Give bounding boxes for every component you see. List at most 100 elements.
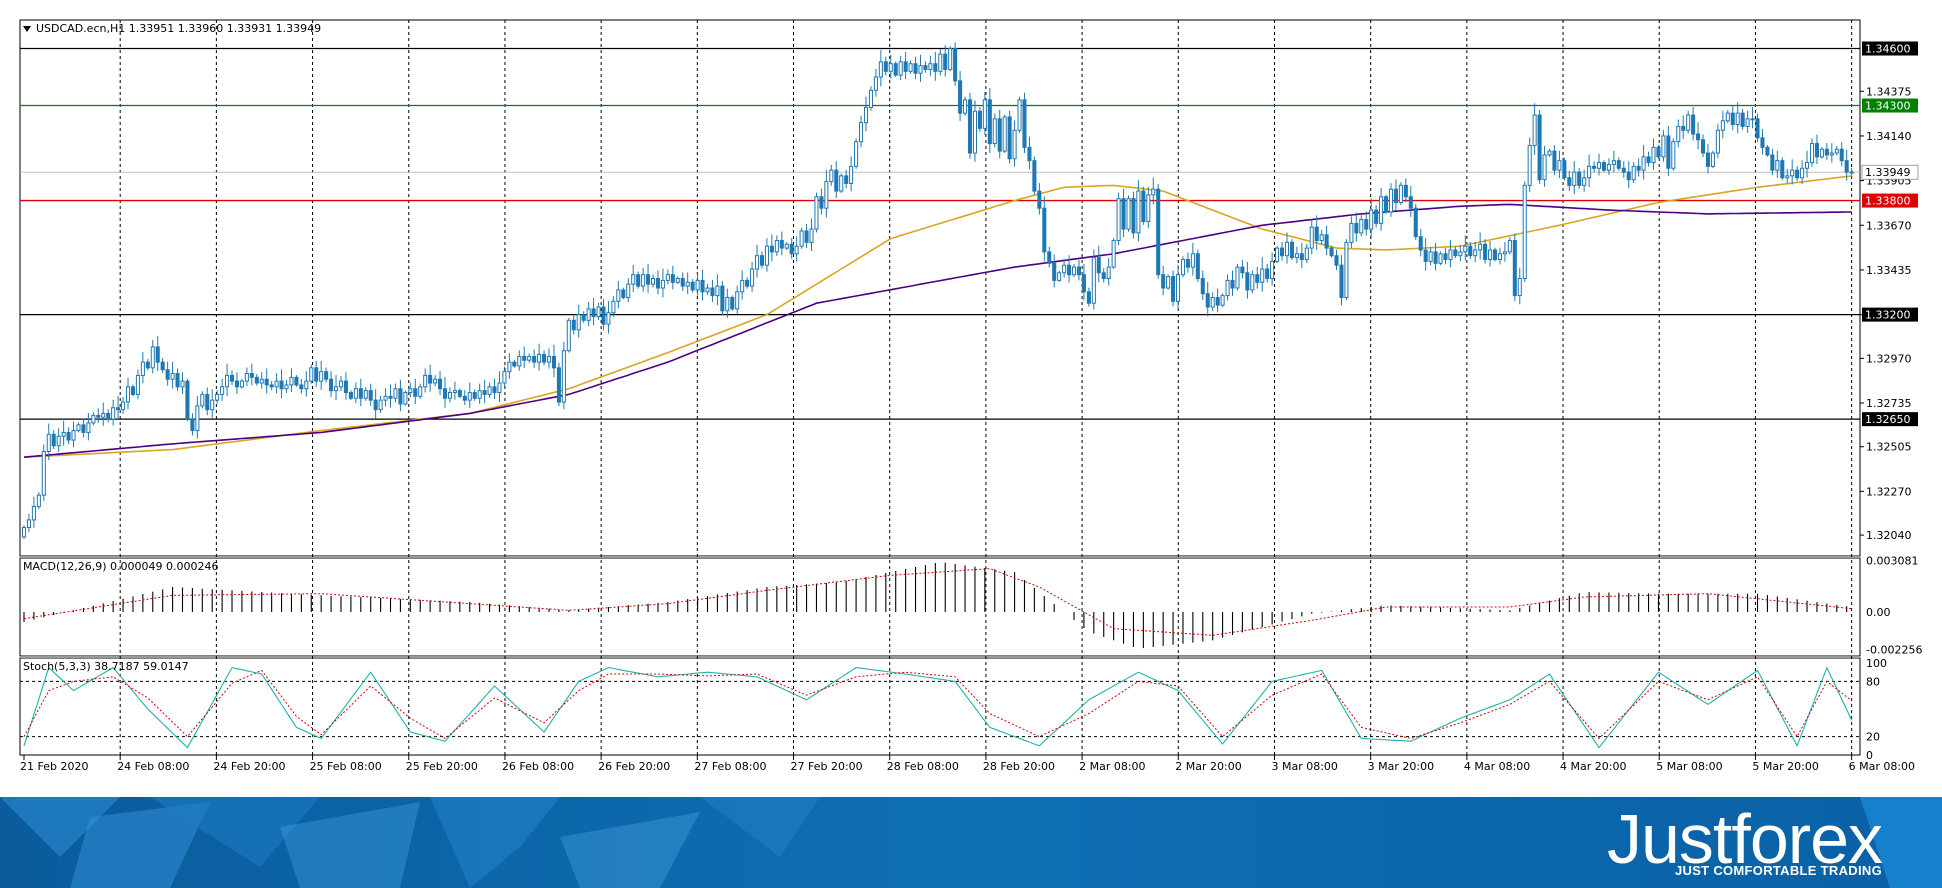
candle-bear: [730, 297, 735, 310]
candle-bull: [1587, 165, 1592, 179]
candle-bull: [898, 61, 903, 76]
candle-bear: [1562, 160, 1567, 179]
candle-bull: [1210, 297, 1215, 308]
candle-bear: [542, 354, 547, 363]
candle-bull: [26, 519, 31, 528]
candle-bear: [185, 380, 190, 420]
candle-bear: [769, 245, 774, 253]
candle-bear: [1185, 258, 1190, 268]
candle-bear: [106, 412, 111, 420]
candle-bear: [933, 63, 938, 72]
candle-bull: [1057, 272, 1062, 281]
candle-bear: [1086, 291, 1091, 304]
x-tick-label: 25 Feb 08:00: [310, 760, 382, 773]
x-tick-label: 24 Feb 20:00: [213, 760, 285, 773]
current-price-label: 1.33949: [1865, 166, 1911, 179]
x-tick-label: 27 Feb 20:00: [791, 760, 863, 773]
candle-bull: [705, 287, 710, 293]
candle-bull: [982, 99, 987, 129]
brand-tagline: JUST COMFORTABLE TRADING: [1674, 863, 1882, 878]
moving-average-line: [23, 175, 1852, 458]
candle-bull: [1686, 114, 1691, 131]
candle-bear: [1537, 114, 1542, 181]
candle-bull: [1522, 184, 1527, 279]
x-tick-label: 6 Mar 08:00: [1849, 760, 1915, 773]
dropdown-triangle-icon[interactable]: [23, 26, 31, 32]
candle-bull: [1225, 279, 1230, 297]
candle-bear: [1329, 247, 1334, 257]
candle-bear: [1418, 236, 1423, 251]
candle-bull: [1275, 247, 1280, 262]
candle-bear: [1453, 249, 1458, 257]
candle-bull: [1166, 276, 1171, 289]
candle-bull: [1458, 251, 1463, 257]
candle-bull: [46, 433, 51, 452]
candle-bull: [938, 53, 943, 72]
x-tick-label: 5 Mar 08:00: [1656, 760, 1722, 773]
level-label: 1.34600: [1865, 43, 1911, 56]
time-axis: 21 Feb 2020 24 Feb 08:00 24 Feb 20:00 25 Fe…: [20, 755, 1915, 773]
candle-bull: [41, 450, 46, 496]
candle-bull: [1671, 141, 1676, 169]
candle-bear: [1696, 133, 1701, 141]
candle-bull: [1111, 239, 1116, 268]
candle-bear: [1691, 114, 1696, 135]
y-tick-label: 1.33670: [1866, 219, 1912, 232]
candle-bear: [1067, 264, 1072, 276]
candle-bull: [1582, 177, 1587, 186]
level-label-box: [1862, 98, 1918, 113]
candle-bull: [477, 390, 482, 399]
candle-bull: [274, 380, 279, 388]
candle-bull: [1146, 194, 1151, 222]
candle-bull: [36, 494, 41, 508]
candle-bull: [695, 279, 700, 291]
footer-background: [0, 797, 1942, 888]
candle-bear: [482, 390, 487, 395]
candle-bear: [1096, 257, 1101, 274]
candle-bear: [279, 380, 284, 390]
candle-bear: [1700, 139, 1706, 154]
candle-bull: [1478, 243, 1483, 251]
candle-bull: [809, 228, 814, 243]
candle-bull: [764, 245, 769, 266]
y-tick-label: 1.32270: [1866, 485, 1912, 498]
candle-bull: [487, 386, 492, 395]
macd-y-label: -0.002256: [1866, 644, 1922, 657]
candle-bull: [606, 312, 611, 325]
candle-bear: [987, 99, 992, 145]
candle-bear: [779, 239, 784, 249]
candle-bear: [1740, 112, 1745, 127]
candle-bull: [868, 89, 873, 108]
x-tick-label: 25 Feb 20:00: [406, 760, 478, 773]
candle-bull: [502, 371, 507, 384]
candle-bear: [324, 371, 329, 380]
candle-bear: [967, 99, 973, 154]
x-tick-label: 4 Mar 20:00: [1560, 760, 1626, 773]
candle-bull: [497, 382, 502, 394]
candle-bull: [1790, 169, 1795, 177]
candle-bull: [1735, 112, 1740, 126]
candle-bear: [269, 384, 274, 388]
candle-bear: [249, 373, 254, 378]
candle-bear: [1195, 253, 1200, 279]
candle-bear: [388, 395, 393, 399]
stoch-y-label: 0: [1866, 749, 1873, 762]
candle-bull: [1849, 171, 1854, 174]
candle-bear: [254, 376, 259, 384]
candle-bear: [442, 388, 448, 399]
candle-bear: [343, 380, 348, 394]
candle-bull: [675, 277, 680, 283]
candle-bear: [1141, 190, 1146, 222]
candle-bear: [1240, 266, 1245, 274]
candle-bull: [1611, 160, 1616, 165]
moving-averages: [23, 175, 1852, 458]
candle-bull: [259, 378, 264, 384]
level-label-box: [1862, 41, 1918, 56]
candle-bear: [1403, 184, 1408, 198]
candle-bull: [1012, 129, 1017, 160]
candle-bull: [660, 279, 665, 289]
chart-canvas[interactable]: 1.343751.341401.339051.336701.334351.332…: [0, 0, 1942, 797]
candle-bull: [1572, 171, 1577, 186]
candle-bull: [992, 118, 997, 145]
candle-bull: [650, 277, 656, 285]
